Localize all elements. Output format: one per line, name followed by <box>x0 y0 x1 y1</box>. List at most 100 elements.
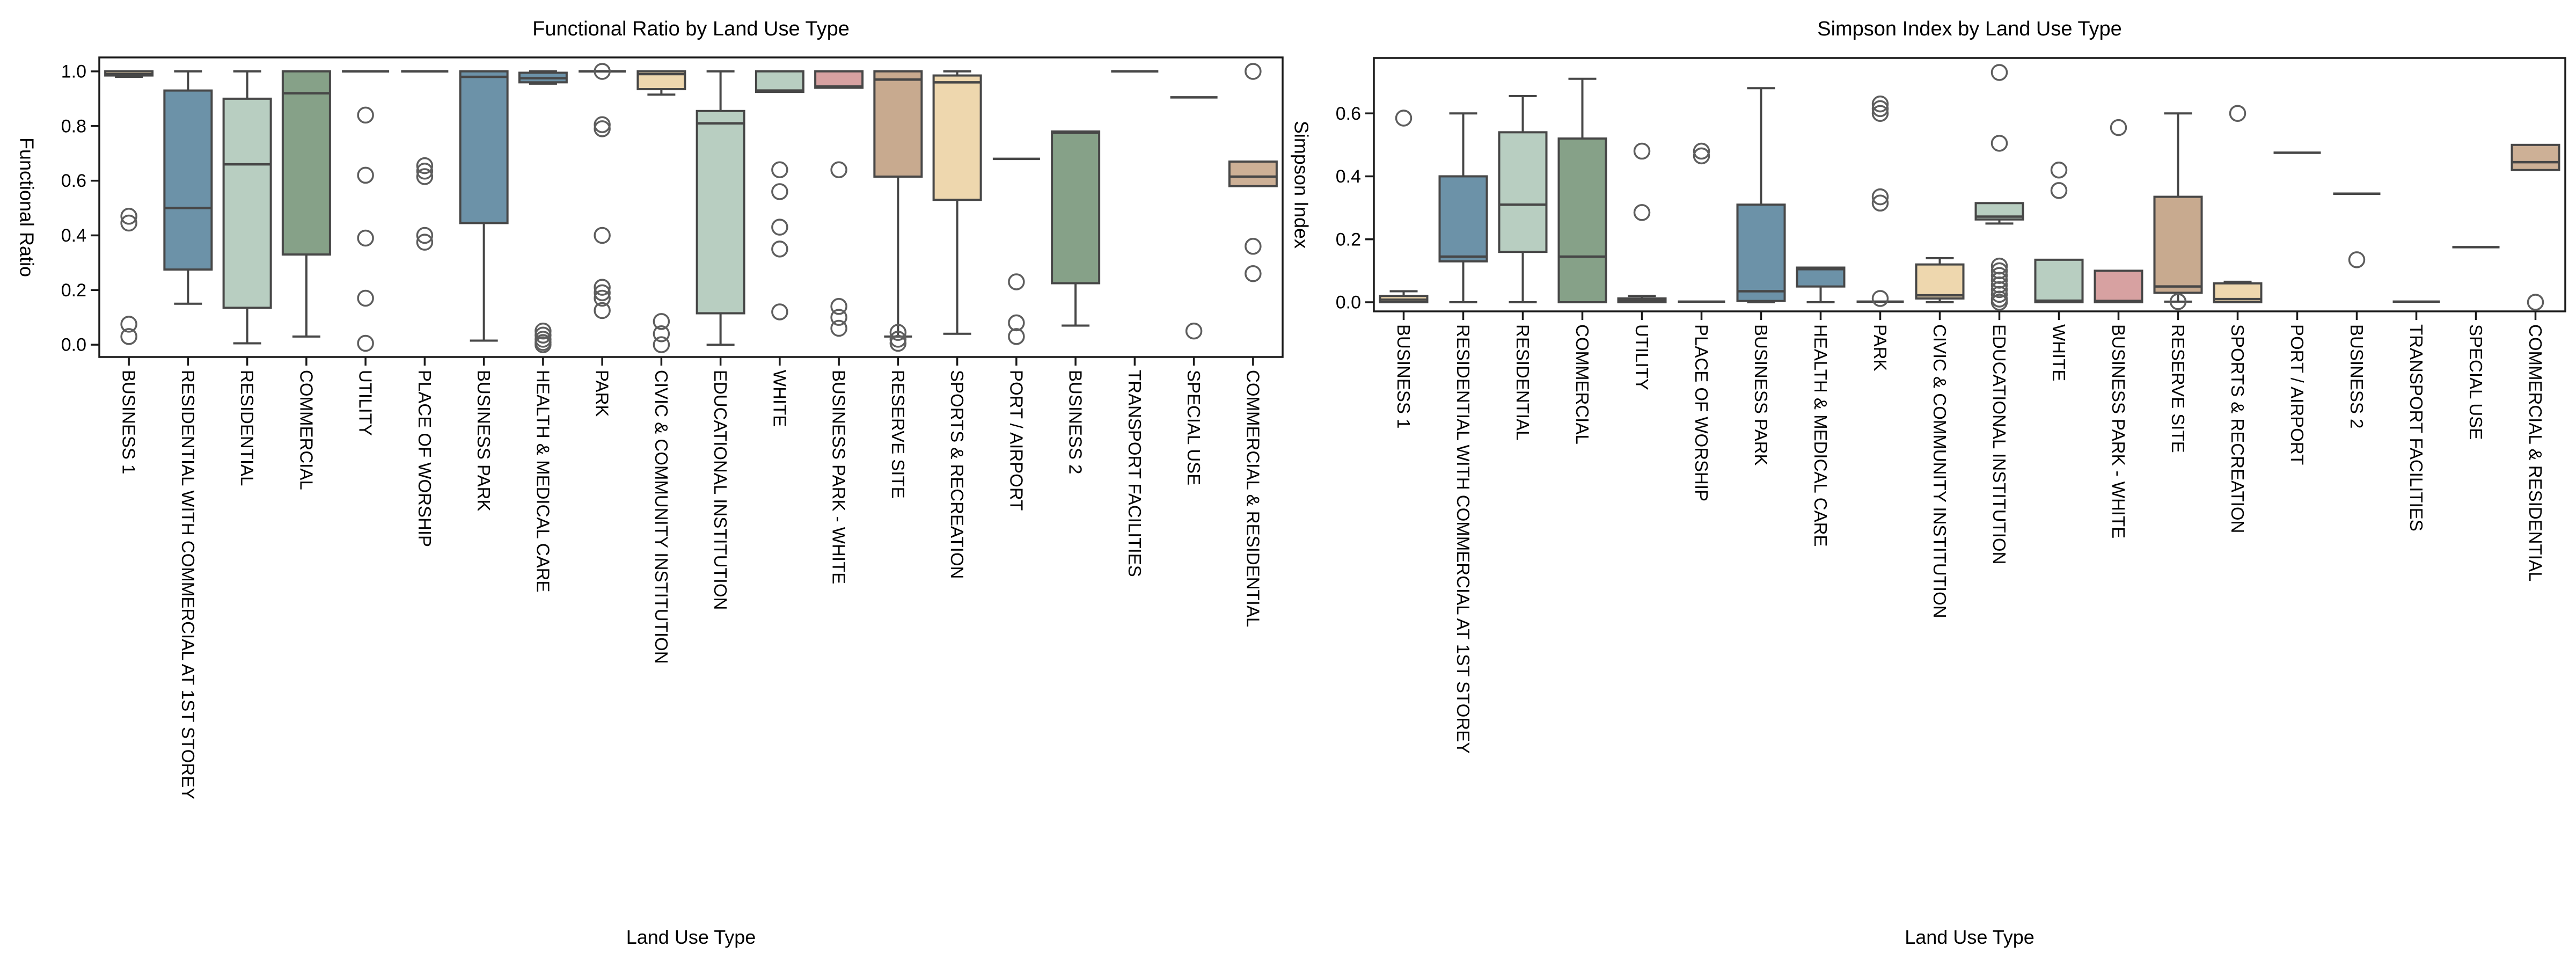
box <box>163 89 213 271</box>
box-group <box>1557 77 1607 303</box>
outlier-point <box>889 334 907 352</box>
outlier-point <box>357 334 374 352</box>
outlier-point <box>1871 100 1889 118</box>
x-tick-label: RESIDENTIAL WITH COMMERCIAL AT 1ST STORE… <box>1453 324 1473 754</box>
outlier-point <box>1871 105 1889 122</box>
outlier-point <box>594 279 611 296</box>
box-group <box>2213 105 2263 303</box>
box-group <box>518 70 568 353</box>
outlier-point <box>1008 328 1025 345</box>
x-tick-label: PLACE OF WORSHIP <box>415 370 435 547</box>
outlier-point <box>1395 110 1413 127</box>
x-tick-label: BUSINESS PARK <box>474 370 494 511</box>
x-tick-label: RESERVE SITE <box>888 370 908 499</box>
outlier-point <box>830 298 847 315</box>
x-tick-label: SPECIAL USE <box>2466 324 2486 440</box>
outlier-point <box>357 229 374 247</box>
outlier-point <box>357 106 374 124</box>
x-tick-label: HEALTH & MEDICAL CARE <box>1811 324 1831 547</box>
y-tick-label: 1.0 <box>61 62 86 82</box>
box-group <box>2511 143 2560 311</box>
box <box>1736 203 1786 302</box>
y-tick-label: 0.4 <box>1336 166 1361 187</box>
outlier-point <box>771 183 788 200</box>
outlier-point <box>120 208 137 225</box>
outlier-point <box>120 328 137 345</box>
box <box>1557 137 1607 303</box>
outlier-point <box>120 316 137 333</box>
box-group <box>1974 64 2024 311</box>
outlier-point <box>594 116 611 133</box>
x-tick-label: SPORTS & RECREATION <box>947 370 967 579</box>
outlier-point <box>1990 294 2008 311</box>
x-tick-label: TRANSPORT FACILITIES <box>1125 370 1145 577</box>
outlier-point <box>1990 281 2008 298</box>
x-tick-label: CIVIC & COMMUNITY INSTITUTION <box>1930 324 1950 618</box>
box-group <box>1736 87 1786 303</box>
x-tick-label: BUSINESS PARK <box>1751 324 1771 465</box>
outlier-point <box>594 284 611 302</box>
x-tick-label: BUSINESS 2 <box>1066 370 1086 474</box>
outlier-point <box>1871 194 1889 212</box>
outlier-point <box>889 324 907 341</box>
x-tick-label: BUSINESS PARK - WHITE <box>2109 324 2128 538</box>
functional-ratio-chart: 0.0 0.2 0.4 0.6 0.8 1.0 BUSINESS 1 RESIDENTIAL … <box>16 18 1284 948</box>
outlier-point <box>357 289 374 307</box>
outlier-point <box>830 309 847 326</box>
x-tick-label: COMMERCIAL <box>1572 324 1592 445</box>
box <box>2094 269 2143 303</box>
box-group <box>814 70 864 337</box>
outlier-point <box>771 241 788 258</box>
outlier-point <box>416 227 434 244</box>
outlier-point <box>594 63 611 80</box>
box-group <box>1498 94 1548 303</box>
box-group <box>459 70 509 342</box>
outlier-point <box>1245 63 1262 80</box>
outlier-point <box>1990 135 2008 152</box>
x-tick-label: COMMERCIAL & RESIDENTIAL <box>1243 370 1263 627</box>
box-group <box>1796 266 1846 303</box>
outlier-point <box>2110 119 2127 136</box>
box-group <box>1379 110 1429 303</box>
simpson-index-chart: 0.0 0.2 0.4 0.6 BUSINESS 1 RESIDENTIAL WITH C… <box>1290 18 2566 948</box>
box-group <box>1438 112 1488 303</box>
x-tick-label: COMMERCIAL & RESIDENTIAL <box>2526 324 2545 581</box>
box-group <box>222 70 272 345</box>
outlier-point <box>416 157 434 174</box>
x-tick-label: RESERVE SITE <box>2168 324 2188 453</box>
outlier-point <box>594 120 611 137</box>
box-group <box>992 157 1040 345</box>
box-group <box>696 70 745 346</box>
x-tick-label: RESIDENTIAL <box>237 370 257 486</box>
x-tick-label: RESIDENTIAL <box>1513 324 1533 440</box>
box-group <box>401 70 449 251</box>
outlier-point <box>357 166 374 184</box>
box-group <box>2333 192 2381 268</box>
outlier-point <box>771 161 788 178</box>
x-tick-label: PARK <box>592 370 612 417</box>
y-tick-label: 0.6 <box>1336 104 1361 124</box>
outlier-point <box>653 336 670 353</box>
y-tick-label: 0.2 <box>1336 229 1361 250</box>
outlier-point <box>416 234 434 251</box>
outlier-point <box>120 214 137 232</box>
box <box>281 70 331 256</box>
outlier-point <box>1008 273 1025 290</box>
x-tick-label: COMMERCIAL <box>296 370 316 490</box>
outlier-point <box>2050 161 2068 179</box>
outlier-point <box>1008 314 1025 332</box>
outlier-point <box>2050 182 2068 199</box>
box-group <box>342 70 390 352</box>
outlier-point <box>594 289 611 307</box>
box <box>222 97 272 309</box>
box <box>459 70 509 224</box>
box-group <box>104 70 154 345</box>
x-tick-label: TRANSPORT FACILITIES <box>2406 324 2426 531</box>
outlier-point <box>1633 204 1651 221</box>
outlier-point <box>889 331 907 348</box>
box-group <box>163 70 213 305</box>
x-tick-label: BUSINESS PARK - WHITE <box>829 370 849 584</box>
box-group <box>1915 257 1965 303</box>
